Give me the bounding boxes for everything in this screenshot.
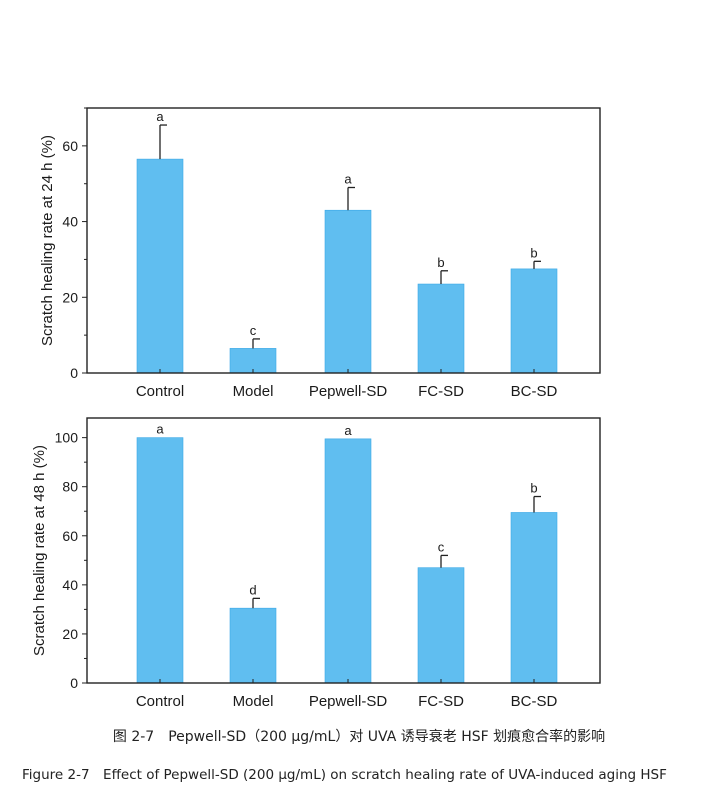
significance-label-48h-0: a	[156, 422, 164, 437]
bar-48h-3	[417, 567, 465, 684]
x-tick-label-48h-4: BC-SD	[511, 693, 558, 710]
significance-label-48h-1: d	[249, 582, 256, 597]
bar-48h-0	[136, 437, 184, 684]
y-axis-label-48h: Scratch healing rate at 48 h (%)	[31, 445, 48, 656]
plot-frame-48h	[86, 417, 601, 684]
bar-24h-3	[417, 283, 465, 374]
y-tick-label-48h-20: 20	[62, 626, 78, 642]
y-tick-label-24h-20: 20	[62, 289, 78, 305]
x-tick-label-24h-3: FC-SD	[418, 383, 464, 400]
bar-24h-0	[136, 158, 184, 374]
plot-frame-24h	[86, 107, 601, 374]
significance-label-48h-3: c	[438, 539, 445, 554]
x-tick-label-48h-1: Model	[233, 693, 274, 710]
y-tick-label-48h-60: 60	[62, 528, 78, 544]
bar-48h-4	[510, 512, 558, 684]
significance-label-24h-4: b	[530, 245, 537, 260]
x-tick-label-48h-0: Control	[136, 693, 184, 710]
y-axis-label-24h: Scratch healing rate at 24 h (%)	[39, 135, 56, 346]
bar-24h-4	[510, 268, 558, 374]
y-tick-label-48h-80: 80	[62, 479, 78, 495]
significance-label-24h-3: b	[437, 255, 444, 270]
bar-24h-1	[229, 348, 277, 374]
bar-24h-2	[324, 209, 372, 374]
y-tick-label-24h-0: 0	[70, 365, 78, 381]
significance-label-48h-2: a	[344, 423, 352, 438]
x-tick-label-24h-0: Control	[136, 383, 184, 400]
x-tick-label-24h-1: Model	[233, 383, 274, 400]
y-tick-label-48h-100: 100	[55, 430, 79, 446]
figure-caption-chinese: 图 2-7 Pepwell-SD（200 μg/mL）对 UVA 诱导衰老 HS…	[112, 729, 606, 745]
significance-label-24h-1: c	[250, 323, 257, 338]
y-tick-label-48h-40: 40	[62, 577, 78, 593]
bar-chart-figure: a Control c Model a Pepwell-SD b FC-SD b BC-SD 0 20…	[31, 107, 601, 710]
x-tick-label-48h-3: FC-SD	[418, 693, 464, 710]
y-tick-label-48h-0: 0	[70, 675, 78, 691]
significance-label-24h-0: a	[156, 109, 164, 124]
y-tick-label-24h-40: 40	[62, 214, 78, 230]
x-tick-label-24h-2: Pepwell-SD	[309, 383, 388, 400]
figure-caption-english: Figure 2-7 Effect of Pepwell-SD (200 μg/…	[22, 767, 667, 783]
significance-label-48h-4: b	[530, 481, 537, 496]
significance-label-24h-2: a	[344, 172, 352, 187]
bar-48h-1	[229, 607, 277, 684]
bar-48h-2	[324, 438, 372, 684]
y-tick-label-24h-60: 60	[62, 138, 78, 154]
x-tick-label-24h-4: BC-SD	[511, 383, 558, 400]
x-tick-label-48h-2: Pepwell-SD	[309, 693, 388, 710]
